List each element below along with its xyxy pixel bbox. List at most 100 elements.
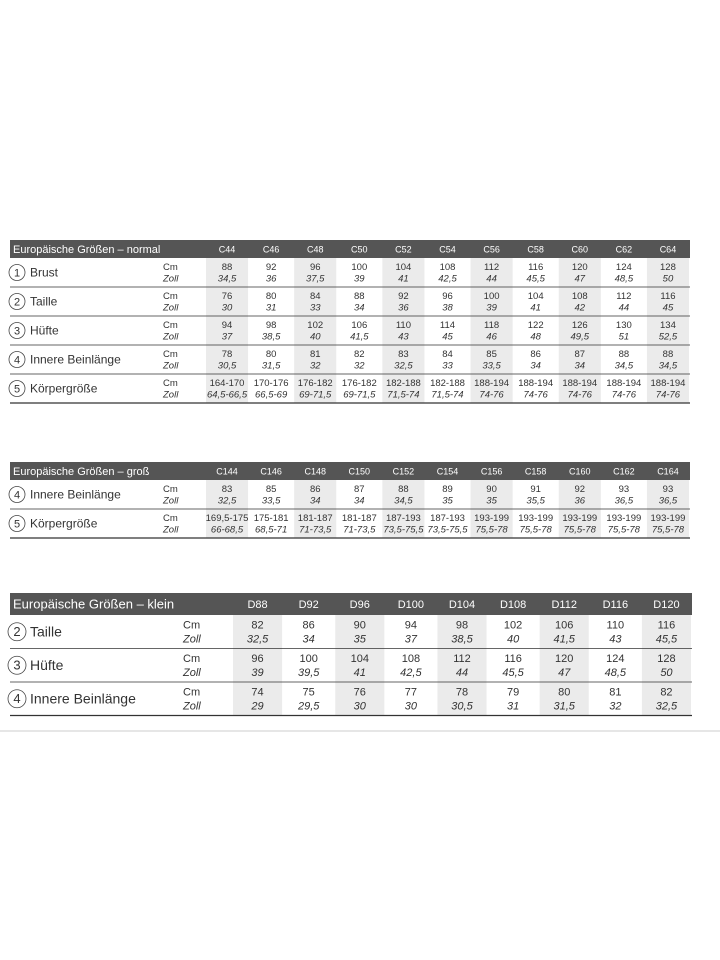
row-label: Innere Beinlänge <box>30 353 121 367</box>
table-title: Europäische Größen – normal <box>13 244 160 256</box>
row-number: 3 <box>13 658 20 673</box>
cm-value: 112 <box>616 291 631 302</box>
cm-value: 98 <box>456 620 468 632</box>
cm-value: 175-181 <box>254 513 289 524</box>
unit-zoll: Zoll <box>162 390 179 401</box>
cm-value: 81 <box>609 687 621 699</box>
table-title: Europäische Größen – groß <box>13 466 150 478</box>
column-shade <box>646 258 689 403</box>
zoll-value: 73,5-75,5 <box>383 525 424 536</box>
cm-value: 78 <box>222 349 233 360</box>
cm-value: 120 <box>572 262 588 273</box>
cm-value: 193-199 <box>474 513 509 524</box>
zoll-value: 71,5-74 <box>387 390 419 401</box>
zoll-value: 71-73,5 <box>343 525 376 536</box>
row-number: 3 <box>14 325 20 337</box>
table-header <box>10 240 690 258</box>
row-number-circle <box>8 486 26 503</box>
cm-value: 87 <box>574 349 585 360</box>
unit-cm: Cm <box>163 262 178 273</box>
cm-value: 102 <box>307 320 323 331</box>
zoll-value: 75,5-78 <box>475 525 508 536</box>
zoll-value: 32 <box>354 361 365 372</box>
zoll-value: 43 <box>609 633 622 645</box>
zoll-value: 29,5 <box>297 700 320 712</box>
zoll-value: 30,5 <box>218 361 237 372</box>
cm-value: 86 <box>310 484 321 495</box>
cm-value: 104 <box>395 262 411 273</box>
zoll-value: 47 <box>574 274 585 285</box>
cm-value: 87 <box>354 484 365 495</box>
unit-cm: Cm <box>163 484 178 495</box>
zoll-value: 34 <box>354 303 365 314</box>
cm-value: 193-199 <box>651 513 686 524</box>
cm-value: 106 <box>555 620 573 632</box>
table-title: Europäische Größen – klein <box>13 596 174 611</box>
zoll-value: 48,5 <box>605 667 627 679</box>
row-number-circle <box>8 351 26 368</box>
row-number: 1 <box>14 267 20 279</box>
cm-value: 82 <box>354 349 365 360</box>
unit-zoll: Zoll <box>162 332 179 343</box>
cm-value: 92 <box>398 291 409 302</box>
zoll-value: 34 <box>303 633 315 645</box>
cm-value: 181-187 <box>342 513 377 524</box>
zoll-value: 30 <box>222 303 233 314</box>
cm-value: 193-199 <box>562 513 597 524</box>
zoll-value: 39 <box>251 667 263 679</box>
column-header: C50 <box>351 244 368 254</box>
zoll-value: 44 <box>486 274 497 285</box>
cm-value: 124 <box>606 653 624 665</box>
zoll-value: 48 <box>530 332 541 343</box>
zoll-value: 33 <box>310 303 321 314</box>
cm-value: 83 <box>398 349 409 360</box>
cm-value: 164-170 <box>210 378 245 389</box>
row-number: 5 <box>14 518 20 530</box>
zoll-value: 52,5 <box>659 332 678 343</box>
zoll-value: 35 <box>486 496 497 507</box>
cm-value: 108 <box>572 291 588 302</box>
cm-value: 90 <box>486 484 497 495</box>
zoll-value: 51 <box>619 332 630 343</box>
cm-value: 86 <box>303 620 315 632</box>
zoll-value: 64,5-66,5 <box>207 390 248 401</box>
column-header: C146 <box>260 466 282 476</box>
cm-value: 108 <box>440 262 456 273</box>
cm-value: 110 <box>396 320 411 331</box>
column-header: D108 <box>500 599 526 611</box>
zoll-value: 69-71,5 <box>343 390 376 401</box>
zoll-value: 44 <box>619 303 630 314</box>
zoll-value: 33,5 <box>482 361 501 372</box>
zoll-value: 32 <box>609 700 621 712</box>
cm-value: 100 <box>351 262 367 273</box>
cm-value: 100 <box>299 653 317 665</box>
column-header: C48 <box>307 244 324 254</box>
unit-cm: Cm <box>163 320 178 331</box>
cm-value: 116 <box>528 262 543 273</box>
cm-value: 116 <box>658 620 676 632</box>
cm-value: 134 <box>660 320 676 331</box>
cm-value: 80 <box>266 291 277 302</box>
zoll-value: 32 <box>310 361 321 372</box>
zoll-value: 75,5-78 <box>564 525 597 536</box>
row-number-circle <box>7 689 27 709</box>
row-number-circle <box>8 515 26 532</box>
zoll-value: 45,5 <box>502 667 524 679</box>
cm-value: 188-194 <box>651 378 686 389</box>
row-number-circle <box>8 293 26 310</box>
zoll-value: 33,5 <box>262 496 281 507</box>
cm-value: 85 <box>266 484 277 495</box>
column-shade <box>294 258 337 403</box>
cm-value: 98 <box>266 320 277 331</box>
table-header <box>10 462 690 480</box>
cm-value: 182-188 <box>430 378 465 389</box>
cm-value: 108 <box>402 653 420 665</box>
zoll-value: 29 <box>250 700 263 712</box>
row-label: Innere Beinlänge <box>30 690 136 706</box>
column-header: D116 <box>603 599 628 611</box>
cm-value: 176-182 <box>298 378 333 389</box>
cm-value: 96 <box>251 653 263 665</box>
cm-value: 78 <box>456 687 468 699</box>
zoll-value: 50 <box>660 667 673 679</box>
cm-value: 84 <box>442 349 453 360</box>
